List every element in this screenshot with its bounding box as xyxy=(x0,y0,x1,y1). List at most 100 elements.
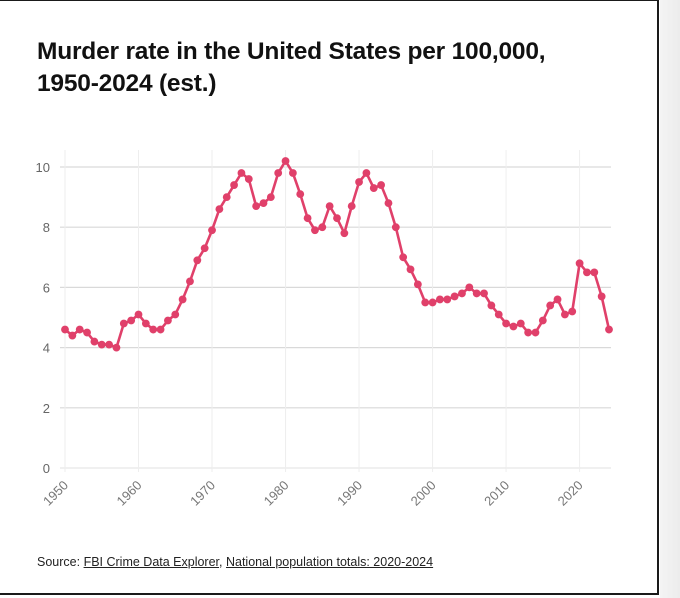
fbi-crime-data-explorer-link[interactable]: FBI Crime Data Explorer xyxy=(83,555,220,569)
data-point-2007 xyxy=(480,289,488,298)
y-tick-label: 10 xyxy=(36,160,50,175)
source-prefix: Source: xyxy=(37,555,84,569)
data-point-1995 xyxy=(391,223,400,232)
data-point-2021 xyxy=(583,268,591,277)
x-tick-label: 1980 xyxy=(261,478,292,509)
data-point-1974 xyxy=(237,169,246,177)
data-point-2009 xyxy=(494,310,503,319)
source-separator: , xyxy=(219,555,226,569)
data-point-1998 xyxy=(413,280,422,289)
x-tick-label: 2020 xyxy=(555,478,586,509)
data-point-1979 xyxy=(274,169,283,177)
data-point-2008 xyxy=(487,301,496,310)
data-point-2023 xyxy=(597,292,606,301)
data-point-1980 xyxy=(281,157,290,165)
data-point-1969 xyxy=(200,244,209,253)
national-population-totals-link[interactable]: National population totals: 2020-2024 xyxy=(225,555,434,569)
card-top-border xyxy=(0,0,659,1)
x-tick-label: 1960 xyxy=(114,478,145,509)
data-point-2000 xyxy=(428,298,437,307)
data-point-1981 xyxy=(288,169,297,177)
data-point-1997 xyxy=(406,265,415,274)
y-tick-label: 4 xyxy=(43,341,50,356)
data-point-1988 xyxy=(340,229,349,238)
data-point-1951 xyxy=(68,331,77,340)
data-point-1960 xyxy=(134,310,143,319)
data-point-2004 xyxy=(458,289,466,298)
data-point-1989 xyxy=(347,202,356,211)
data-point-1957 xyxy=(112,343,121,352)
data-point-1975 xyxy=(244,175,253,183)
data-point-1963 xyxy=(156,325,165,334)
x-tick-label: 1990 xyxy=(334,478,365,509)
data-point-1971 xyxy=(215,205,224,214)
y-axis: 0 2 4 6 8 10 xyxy=(36,160,50,476)
chart-card xyxy=(0,0,659,595)
chart-title: Murder rate in the United States per 100… xyxy=(37,36,637,100)
data-point-1972 xyxy=(222,193,231,202)
data-point-1956 xyxy=(105,340,114,349)
data-point-1973 xyxy=(230,181,238,189)
data-point-2018 xyxy=(560,310,569,319)
data-point-1961 xyxy=(141,319,150,328)
data-point-1993 xyxy=(377,181,386,189)
data-point-2002 xyxy=(443,295,452,304)
data-point-1990 xyxy=(355,178,363,186)
data-point-1985 xyxy=(318,223,327,232)
x-tick-label: 2000 xyxy=(408,478,439,509)
data-point-1950 xyxy=(61,325,69,334)
data-point-1955 xyxy=(97,340,106,349)
data-point-2019 xyxy=(568,307,577,316)
data-point-1994 xyxy=(384,199,393,208)
data-point-1977 xyxy=(259,199,268,208)
data-point-1987 xyxy=(333,214,341,223)
y-tick-label: 6 xyxy=(43,280,50,295)
source-note: Source: FBI Crime Data Explorer, Nationa… xyxy=(37,555,433,569)
y-tick-label: 8 xyxy=(43,220,50,235)
gridlines xyxy=(60,150,611,472)
x-tick-label: 2010 xyxy=(481,478,512,509)
data-point-2003 xyxy=(450,292,459,301)
data-point-1953 xyxy=(83,328,91,337)
y-tick-label: 2 xyxy=(43,401,50,416)
page-scroll-strip xyxy=(660,0,680,598)
data-point-1991 xyxy=(362,169,371,177)
data-point-1982 xyxy=(296,190,305,198)
y-tick-label: 0 xyxy=(43,461,50,476)
data-point-2006 xyxy=(472,289,481,298)
data-point-2022 xyxy=(590,268,599,277)
data-point-1978 xyxy=(266,193,275,202)
x-axis: 1950 1960 1970 1980 1990 2000 2010 2020 xyxy=(40,478,586,509)
x-tick-label: 1970 xyxy=(187,478,218,509)
data-point-1958 xyxy=(119,319,128,328)
data-point-1966 xyxy=(178,295,187,304)
data-point-2014 xyxy=(531,328,540,337)
chart-title-line-2: 1950-2024 (est.) xyxy=(37,70,217,97)
data-point-2016 xyxy=(546,301,555,310)
data-point-1996 xyxy=(399,253,408,262)
data-point-1986 xyxy=(325,202,334,211)
data-point-2010 xyxy=(502,319,510,328)
data-point-1976 xyxy=(252,202,261,211)
data-point-1965 xyxy=(171,310,180,319)
series-line xyxy=(64,159,611,349)
data-point-1970 xyxy=(208,226,216,235)
data-point-1983 xyxy=(303,214,312,223)
data-point-1967 xyxy=(186,277,194,286)
data-point-1984 xyxy=(311,226,319,235)
data-point-2020 xyxy=(575,259,584,268)
data-point-2012 xyxy=(516,319,525,328)
data-point-2011 xyxy=(509,322,518,331)
data-point-1962 xyxy=(149,325,158,334)
data-point-2005 xyxy=(465,283,474,292)
data-point-2024 xyxy=(605,325,613,334)
data-point-2015 xyxy=(538,316,547,325)
data-point-2013 xyxy=(524,328,533,337)
chart-title-line-1: Murder rate in the United States per 100… xyxy=(37,38,546,65)
data-point-2001 xyxy=(436,295,444,304)
data-point-1954 xyxy=(90,337,99,346)
series-murder-rate xyxy=(61,157,613,352)
data-point-1992 xyxy=(369,184,378,192)
x-tick-label: 1950 xyxy=(40,478,71,509)
